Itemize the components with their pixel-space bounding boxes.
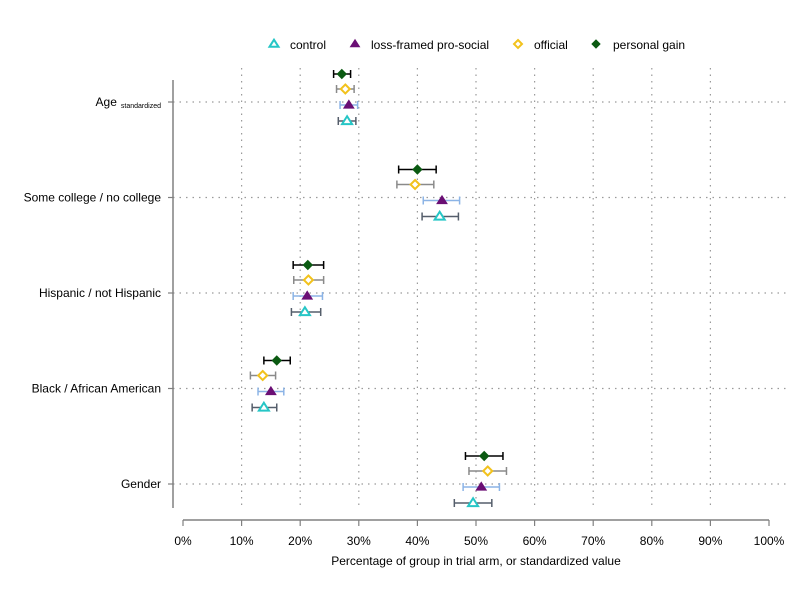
point-marker	[436, 194, 448, 205]
legend-item: control	[267, 37, 326, 52]
legend-label: control	[290, 38, 326, 52]
data-point	[335, 83, 355, 95]
x-tick-label: 60%	[523, 534, 547, 548]
point-marker	[432, 209, 447, 221]
legend-item: loss-framed pro-social	[349, 38, 489, 52]
data-point	[464, 450, 504, 462]
horizontal-gridlines	[173, 101, 790, 485]
data-point	[337, 114, 357, 126]
point-marker	[478, 450, 490, 462]
data-point	[293, 274, 325, 286]
data-marks	[249, 68, 508, 508]
point-marker	[264, 385, 277, 396]
x-axis: 0% 10% 20% 30% 40% 50% 60% 70% 80% 90% 100%	[174, 519, 785, 548]
legend-label: personal gain	[613, 38, 685, 52]
data-point	[421, 209, 460, 221]
legend-marker	[267, 37, 281, 48]
point-marker	[336, 68, 348, 80]
point-marker	[475, 481, 488, 491]
point-marker	[342, 99, 355, 109]
point-marker	[256, 369, 269, 382]
data-point	[292, 259, 325, 271]
x-tick-label: 90%	[698, 534, 722, 548]
point-marker	[302, 274, 315, 286]
legend-item: personal gain	[591, 38, 685, 52]
vertical-gridlines	[241, 68, 712, 510]
data-point	[251, 400, 278, 412]
point-marker	[409, 178, 421, 191]
legend-label: loss-framed pro-social	[371, 38, 489, 52]
point-marker	[340, 114, 354, 126]
x-tick-label: 10%	[230, 534, 254, 548]
data-point	[249, 369, 277, 382]
point-marker	[257, 400, 271, 412]
y-tick-label: Age standardized	[96, 95, 162, 110]
point-marker	[412, 164, 423, 175]
x-axis-title: Percentage of group in trial arm, or sta…	[331, 554, 621, 568]
data-point	[422, 194, 461, 205]
x-tick-label: 70%	[581, 534, 605, 548]
x-tick-label: 50%	[464, 534, 488, 548]
point-marker	[298, 305, 312, 317]
data-point	[292, 290, 324, 300]
point-marker	[302, 259, 314, 271]
data-point	[396, 178, 435, 191]
x-tick-label: 100%	[754, 534, 785, 548]
point-marker	[466, 496, 480, 508]
data-point	[453, 496, 493, 508]
legend-marker	[349, 38, 361, 48]
point-marker	[481, 465, 494, 477]
data-point	[263, 355, 291, 366]
x-tick-label: 80%	[640, 534, 664, 548]
y-tick-label: Hispanic / not Hispanic	[39, 286, 161, 300]
legend-item: official	[512, 38, 568, 52]
legend-marker	[512, 38, 524, 50]
legend-marker	[591, 39, 601, 49]
legend: control loss-framed pro-social official per…	[267, 37, 685, 52]
point-marker	[301, 290, 314, 300]
data-point	[462, 481, 501, 491]
data-point	[397, 164, 437, 175]
point-marker	[339, 83, 352, 95]
point-marker	[271, 355, 282, 366]
x-tick-label: 30%	[347, 534, 371, 548]
x-tick-label: 40%	[405, 534, 429, 548]
legend-label: official	[534, 38, 568, 52]
data-point	[257, 385, 285, 396]
data-point	[332, 68, 352, 80]
data-point	[468, 465, 508, 477]
y-tick-label: Black / African American	[32, 382, 161, 396]
y-tick-label: Gender	[121, 477, 161, 491]
data-point	[339, 99, 359, 109]
y-axis: Age standardized Some college / no college…	[24, 80, 174, 508]
y-tick-label: Some college / no college	[24, 191, 162, 205]
x-tick-label: 20%	[288, 534, 312, 548]
data-point	[290, 305, 322, 317]
x-tick-label: 0%	[174, 534, 192, 548]
